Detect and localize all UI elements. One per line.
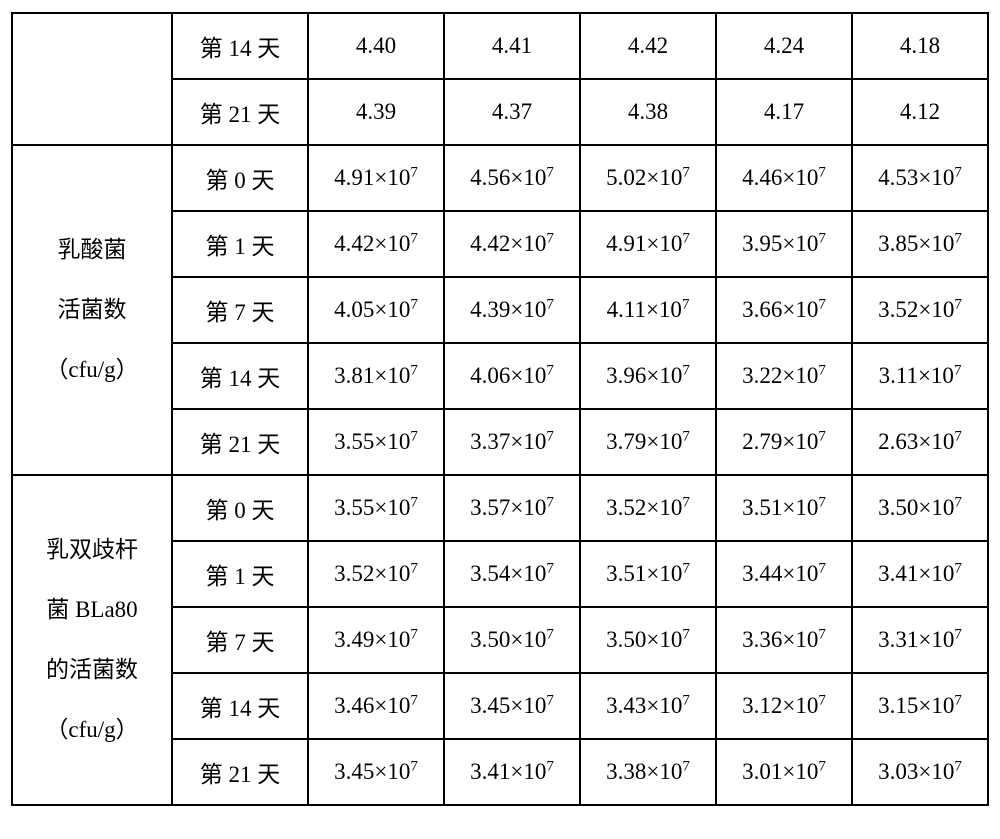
value-cell: 4.39 [308, 79, 444, 145]
day-cell: 第 0 天 [172, 475, 308, 541]
value-cell: 4.91×107 [580, 211, 716, 277]
row-header [12, 13, 172, 145]
value-cell: 3.46×107 [308, 673, 444, 739]
value-cell: 4.17 [716, 79, 852, 145]
value-cell: 4.12 [852, 79, 988, 145]
value-cell: 3.01×107 [716, 739, 852, 805]
row-header: 乳双歧杆菌 BLa80的活菌数（cfu/g） [12, 475, 172, 805]
value-cell: 3.44×107 [716, 541, 852, 607]
day-cell: 第 0 天 [172, 145, 308, 211]
value-cell: 3.22×107 [716, 343, 852, 409]
table-row: 乳酸菌活菌数（cfu/g）第 0 天4.91×1074.56×1075.02×1… [12, 145, 988, 211]
row-header: 乳酸菌活菌数（cfu/g） [12, 145, 172, 475]
day-cell: 第 7 天 [172, 607, 308, 673]
value-cell: 3.37×107 [444, 409, 580, 475]
value-cell: 4.46×107 [716, 145, 852, 211]
value-cell: 3.81×107 [308, 343, 444, 409]
table-row: 乳双歧杆菌 BLa80的活菌数（cfu/g）第 0 天3.55×1073.57×… [12, 475, 988, 541]
value-cell: 4.38 [580, 79, 716, 145]
value-cell: 3.31×107 [852, 607, 988, 673]
value-cell: 4.40 [308, 13, 444, 79]
value-cell: 3.54×107 [444, 541, 580, 607]
value-cell: 3.95×107 [716, 211, 852, 277]
value-cell: 4.18 [852, 13, 988, 79]
value-cell: 3.50×107 [580, 607, 716, 673]
value-cell: 5.02×107 [580, 145, 716, 211]
day-cell: 第 1 天 [172, 211, 308, 277]
value-cell: 3.51×107 [580, 541, 716, 607]
value-cell: 4.53×107 [852, 145, 988, 211]
value-cell: 3.96×107 [580, 343, 716, 409]
day-cell: 第 14 天 [172, 343, 308, 409]
value-cell: 3.45×107 [308, 739, 444, 805]
day-cell: 第 14 天 [172, 13, 308, 79]
value-cell: 3.50×107 [444, 607, 580, 673]
value-cell: 3.52×107 [308, 541, 444, 607]
data-table: 第 14 天4.404.414.424.244.18第 21 天4.394.37… [11, 12, 989, 806]
value-cell: 3.11×107 [852, 343, 988, 409]
value-cell: 2.79×107 [716, 409, 852, 475]
day-cell: 第 21 天 [172, 79, 308, 145]
value-cell: 4.37 [444, 79, 580, 145]
value-cell: 3.36×107 [716, 607, 852, 673]
value-cell: 3.52×107 [852, 277, 988, 343]
value-cell: 4.41 [444, 13, 580, 79]
value-cell: 3.50×107 [852, 475, 988, 541]
value-cell: 3.12×107 [716, 673, 852, 739]
day-cell: 第 14 天 [172, 673, 308, 739]
value-cell: 3.55×107 [308, 475, 444, 541]
value-cell: 3.55×107 [308, 409, 444, 475]
table-row: 第 14 天4.404.414.424.244.18 [12, 13, 988, 79]
value-cell: 4.91×107 [308, 145, 444, 211]
value-cell: 4.11×107 [580, 277, 716, 343]
value-cell: 4.39×107 [444, 277, 580, 343]
value-cell: 4.24 [716, 13, 852, 79]
value-cell: 3.66×107 [716, 277, 852, 343]
value-cell: 3.79×107 [580, 409, 716, 475]
day-cell: 第 7 天 [172, 277, 308, 343]
value-cell: 3.57×107 [444, 475, 580, 541]
value-cell: 3.52×107 [580, 475, 716, 541]
value-cell: 3.51×107 [716, 475, 852, 541]
value-cell: 4.05×107 [308, 277, 444, 343]
value-cell: 3.41×107 [852, 541, 988, 607]
table-body: 第 14 天4.404.414.424.244.18第 21 天4.394.37… [12, 13, 988, 805]
value-cell: 4.06×107 [444, 343, 580, 409]
day-cell: 第 1 天 [172, 541, 308, 607]
value-cell: 3.43×107 [580, 673, 716, 739]
value-cell: 3.38×107 [580, 739, 716, 805]
value-cell: 3.85×107 [852, 211, 988, 277]
value-cell: 3.45×107 [444, 673, 580, 739]
value-cell: 4.42×107 [308, 211, 444, 277]
value-cell: 4.42 [580, 13, 716, 79]
value-cell: 3.41×107 [444, 739, 580, 805]
value-cell: 4.56×107 [444, 145, 580, 211]
day-cell: 第 21 天 [172, 409, 308, 475]
value-cell: 3.03×107 [852, 739, 988, 805]
value-cell: 2.63×107 [852, 409, 988, 475]
value-cell: 3.15×107 [852, 673, 988, 739]
value-cell: 3.49×107 [308, 607, 444, 673]
day-cell: 第 21 天 [172, 739, 308, 805]
value-cell: 4.42×107 [444, 211, 580, 277]
